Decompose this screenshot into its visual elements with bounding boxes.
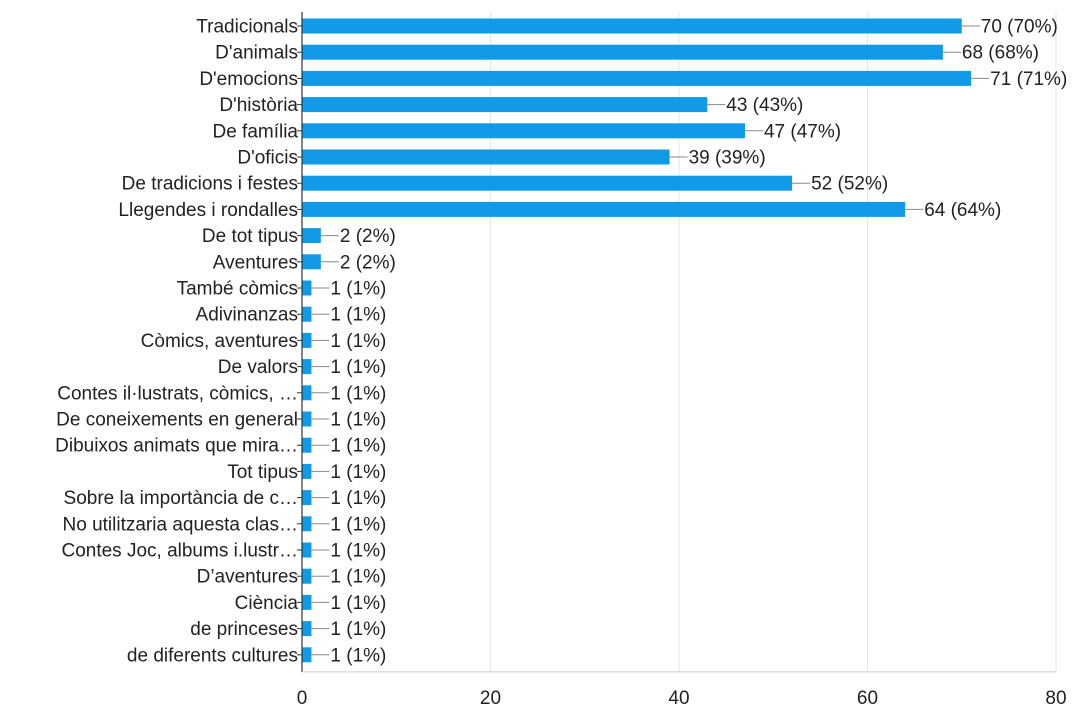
category-label: D'història (219, 95, 298, 116)
x-tick-label: 40 (668, 688, 689, 709)
category-label: Còmics, aventures (141, 331, 298, 352)
category-label: D'animals (215, 43, 298, 64)
category-label: D’aventures (197, 567, 298, 588)
data-label: 39 (39%) (689, 148, 766, 169)
x-tick-label: 60 (857, 688, 878, 709)
data-label: 52 (52%) (811, 174, 888, 195)
x-tick-label: 0 (297, 688, 308, 709)
category-label: De tot tipus (202, 226, 298, 247)
bar (302, 149, 670, 165)
bar (302, 18, 962, 34)
data-label: 1 (1%) (330, 619, 386, 640)
bar (302, 542, 312, 558)
bar (302, 228, 321, 244)
bar (302, 359, 312, 375)
bar (302, 385, 312, 401)
data-label: 1 (1%) (330, 488, 386, 509)
data-label: 1 (1%) (330, 514, 386, 535)
axes: 0 20 40 60 80 (297, 12, 1067, 709)
data-label: 1 (1%) (330, 462, 386, 483)
category-label: Dibuixos animats que mira… (55, 436, 298, 457)
category-label: Llegendes i rondalles (118, 200, 298, 221)
grid-lines (490, 12, 1057, 672)
bar (302, 44, 943, 60)
category-label: No utilitzaria aquesta clas… (63, 514, 299, 535)
category-label: D'emocions (199, 69, 298, 90)
bar (302, 97, 708, 113)
bar (302, 280, 312, 296)
category-label: Sobre la importància de c… (64, 488, 298, 509)
x-tick-label: 80 (1045, 688, 1066, 709)
data-label: 1 (1%) (330, 331, 386, 352)
bar (302, 463, 312, 479)
category-label: Adivinanzas (196, 305, 298, 326)
category-label: De coneixements en general (56, 410, 298, 431)
data-label: 1 (1%) (330, 279, 386, 300)
data-label: 1 (1%) (330, 436, 386, 457)
category-label: Aventures (213, 252, 298, 273)
category-label: Tot tipus (227, 462, 298, 483)
category-label: Ciència (235, 593, 299, 614)
bar (302, 254, 321, 270)
data-label: 1 (1%) (330, 357, 386, 378)
bar (302, 647, 312, 663)
bar (302, 621, 312, 637)
category-label: De família (212, 121, 298, 142)
category-label: De valors (218, 357, 298, 378)
x-tick-label: 20 (480, 688, 501, 709)
bar (302, 201, 906, 217)
bar (302, 332, 312, 348)
data-label: 43 (43%) (726, 95, 803, 116)
data-label: 2 (2%) (340, 226, 396, 247)
bar (302, 123, 745, 139)
bar (302, 516, 312, 532)
category-label: Contes Joc, albums i.lustr… (61, 541, 298, 562)
data-label: 68 (68%) (962, 43, 1039, 64)
bar (302, 437, 312, 453)
data-label: 70 (70%) (981, 17, 1058, 38)
data-label: 47 (47%) (764, 121, 841, 142)
bar (302, 70, 972, 86)
data-label: 64 (64%) (924, 200, 1001, 221)
category-label: Contes il·lustrats, còmics, … (57, 383, 298, 404)
data-label: 71 (71%) (990, 69, 1067, 90)
bar (302, 411, 312, 427)
data-label: 1 (1%) (330, 593, 386, 614)
category-label: De tradicions i festes (122, 174, 298, 195)
category-label: Tradicionals (196, 17, 298, 38)
category-label: de diferents cultures (127, 645, 298, 666)
data-label: 1 (1%) (330, 567, 386, 588)
data-label: 1 (1%) (330, 541, 386, 562)
category-label: D'oficis (237, 148, 298, 169)
bars (302, 18, 972, 663)
data-label: 1 (1%) (330, 645, 386, 666)
category-label: de princeses (190, 619, 298, 640)
data-label: 2 (2%) (340, 252, 396, 273)
labels: Tradicionals 70 (70%) D'animals 68 (68%) D'e… (55, 17, 1067, 667)
data-label: 1 (1%) (330, 305, 386, 326)
category-label: També còmics (177, 279, 298, 300)
bar (302, 306, 312, 322)
data-label: 1 (1%) (330, 410, 386, 431)
bar (302, 175, 793, 191)
data-label: 1 (1%) (330, 383, 386, 404)
bar (302, 594, 312, 610)
bar (302, 490, 312, 506)
bar (302, 568, 312, 584)
